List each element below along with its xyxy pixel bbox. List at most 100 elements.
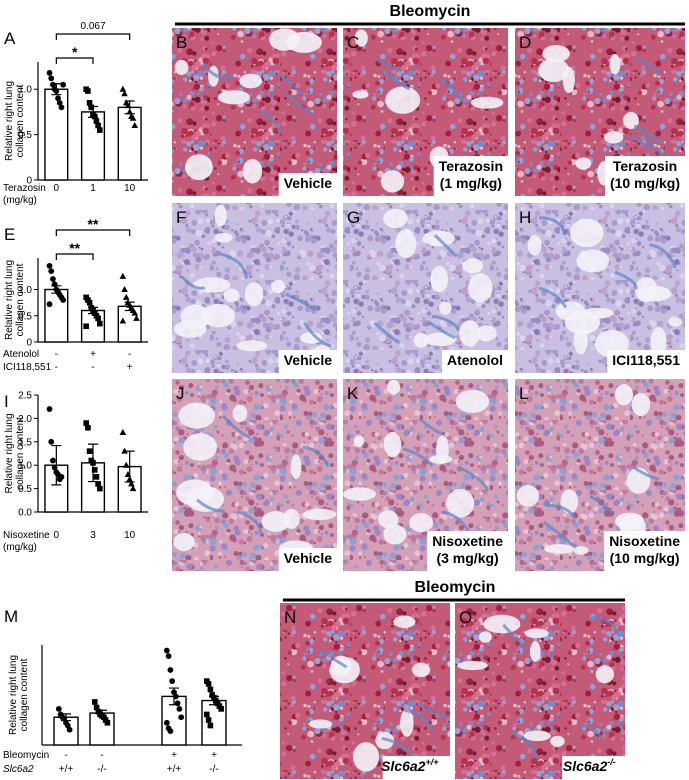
airspace (430, 265, 449, 293)
panel-letter: G (347, 208, 360, 227)
panel-letter: D (519, 33, 531, 52)
airspace (217, 90, 251, 105)
collagen-streak (196, 498, 225, 513)
data-point (126, 475, 133, 482)
airspace (236, 340, 268, 352)
bar (53, 716, 79, 746)
data-point (46, 301, 53, 308)
data-point (95, 315, 101, 322)
airspace (387, 379, 401, 395)
x-row-value: 0 (54, 183, 60, 194)
y-tick-label: 1.0 (18, 285, 32, 296)
data-point (119, 85, 127, 92)
airspace (383, 431, 402, 458)
collagen-streak (317, 648, 348, 669)
airspace (393, 615, 416, 629)
caption-line: Vehicle (284, 352, 332, 368)
data-point (50, 276, 56, 282)
collagen-streak (277, 72, 302, 95)
caption-line: Slc6a2 (381, 758, 426, 774)
collagen-streak (384, 71, 408, 86)
micrograph: D Terazosin (10 mg/kg) (515, 28, 685, 196)
header: Bleomycin (415, 579, 496, 596)
airspace (409, 513, 434, 533)
collagen-streak (303, 321, 332, 348)
y-tick-label: 0 (26, 338, 32, 349)
panel-letter: M (4, 607, 18, 626)
x-row-value: 3 (90, 530, 96, 541)
data-point (126, 108, 133, 115)
caption-line: (10 mg/kg) (610, 550, 680, 566)
y-axis-label-line: Relative right lung (4, 413, 15, 493)
data-point (119, 317, 127, 324)
airspace (411, 662, 431, 678)
collagen-streak (502, 623, 530, 651)
airspace (580, 307, 614, 319)
y-tick-label: 2.5 (18, 391, 32, 402)
caption-line: (10 mg/kg) (610, 175, 680, 191)
panel-letter: J (176, 384, 185, 403)
data-point (205, 681, 212, 687)
data-point (51, 464, 58, 471)
airspace (185, 154, 213, 181)
panel-letter: I (4, 392, 9, 411)
caption-box (278, 173, 337, 196)
caption: Atenolol (447, 352, 503, 368)
airspace (478, 631, 492, 643)
y-axis-label-line: Relative right lung (4, 260, 15, 340)
data-point (129, 114, 137, 121)
collagen-streak (633, 124, 664, 145)
panel-letter: H (519, 208, 531, 227)
caption-box (278, 548, 337, 571)
airspace (562, 66, 575, 94)
data-point (124, 102, 132, 109)
airspace (650, 326, 667, 357)
collagen-streak (635, 56, 661, 77)
collagen-streak (632, 466, 660, 481)
significance-bracket (55, 57, 94, 64)
caption: Slc6a2-/- (563, 757, 616, 774)
data-point (92, 699, 98, 705)
data-point (131, 122, 139, 129)
data-point (204, 711, 210, 718)
airspace (614, 384, 634, 406)
data-point (58, 104, 65, 111)
bar-chart: M Relative right lungcollagen content Bleo… (3, 607, 242, 775)
data-point (46, 406, 53, 412)
airspace (290, 454, 302, 480)
airspace (271, 279, 286, 294)
x-row-value: 10 (124, 530, 136, 541)
data-point (163, 647, 170, 654)
significance-label: 0.067 (80, 21, 105, 32)
caption-line: Terazosin (439, 158, 503, 174)
caption-box (382, 756, 450, 779)
airspace (343, 487, 376, 501)
airspace (609, 54, 621, 75)
data-point (133, 314, 140, 321)
collagen-streak (201, 62, 234, 79)
significance-label: ** (69, 240, 80, 256)
airspace (569, 218, 604, 248)
micrograph: F Vehicle (172, 203, 337, 373)
collagen-streak (545, 503, 577, 520)
caption: Nisoxetine (10 mg/kg) (609, 533, 680, 566)
data-point (93, 704, 100, 711)
data-point (165, 653, 172, 660)
caption-box (427, 531, 508, 571)
x-row-value: 0 (54, 530, 60, 541)
collagen-streak (428, 321, 456, 340)
data-point (122, 461, 130, 468)
significance-bracket (55, 33, 131, 40)
data-point (207, 722, 214, 729)
airspace (352, 742, 380, 772)
caption-box (278, 350, 337, 373)
airspace (476, 325, 497, 342)
bar (117, 305, 142, 343)
data-point (169, 678, 176, 685)
data-point (129, 485, 137, 492)
x-row-value: - (55, 349, 58, 360)
y-axis-label-line: Relative right lung (4, 81, 15, 161)
micrograph: K Nisoxetine (3 mg/kg) (343, 379, 508, 571)
